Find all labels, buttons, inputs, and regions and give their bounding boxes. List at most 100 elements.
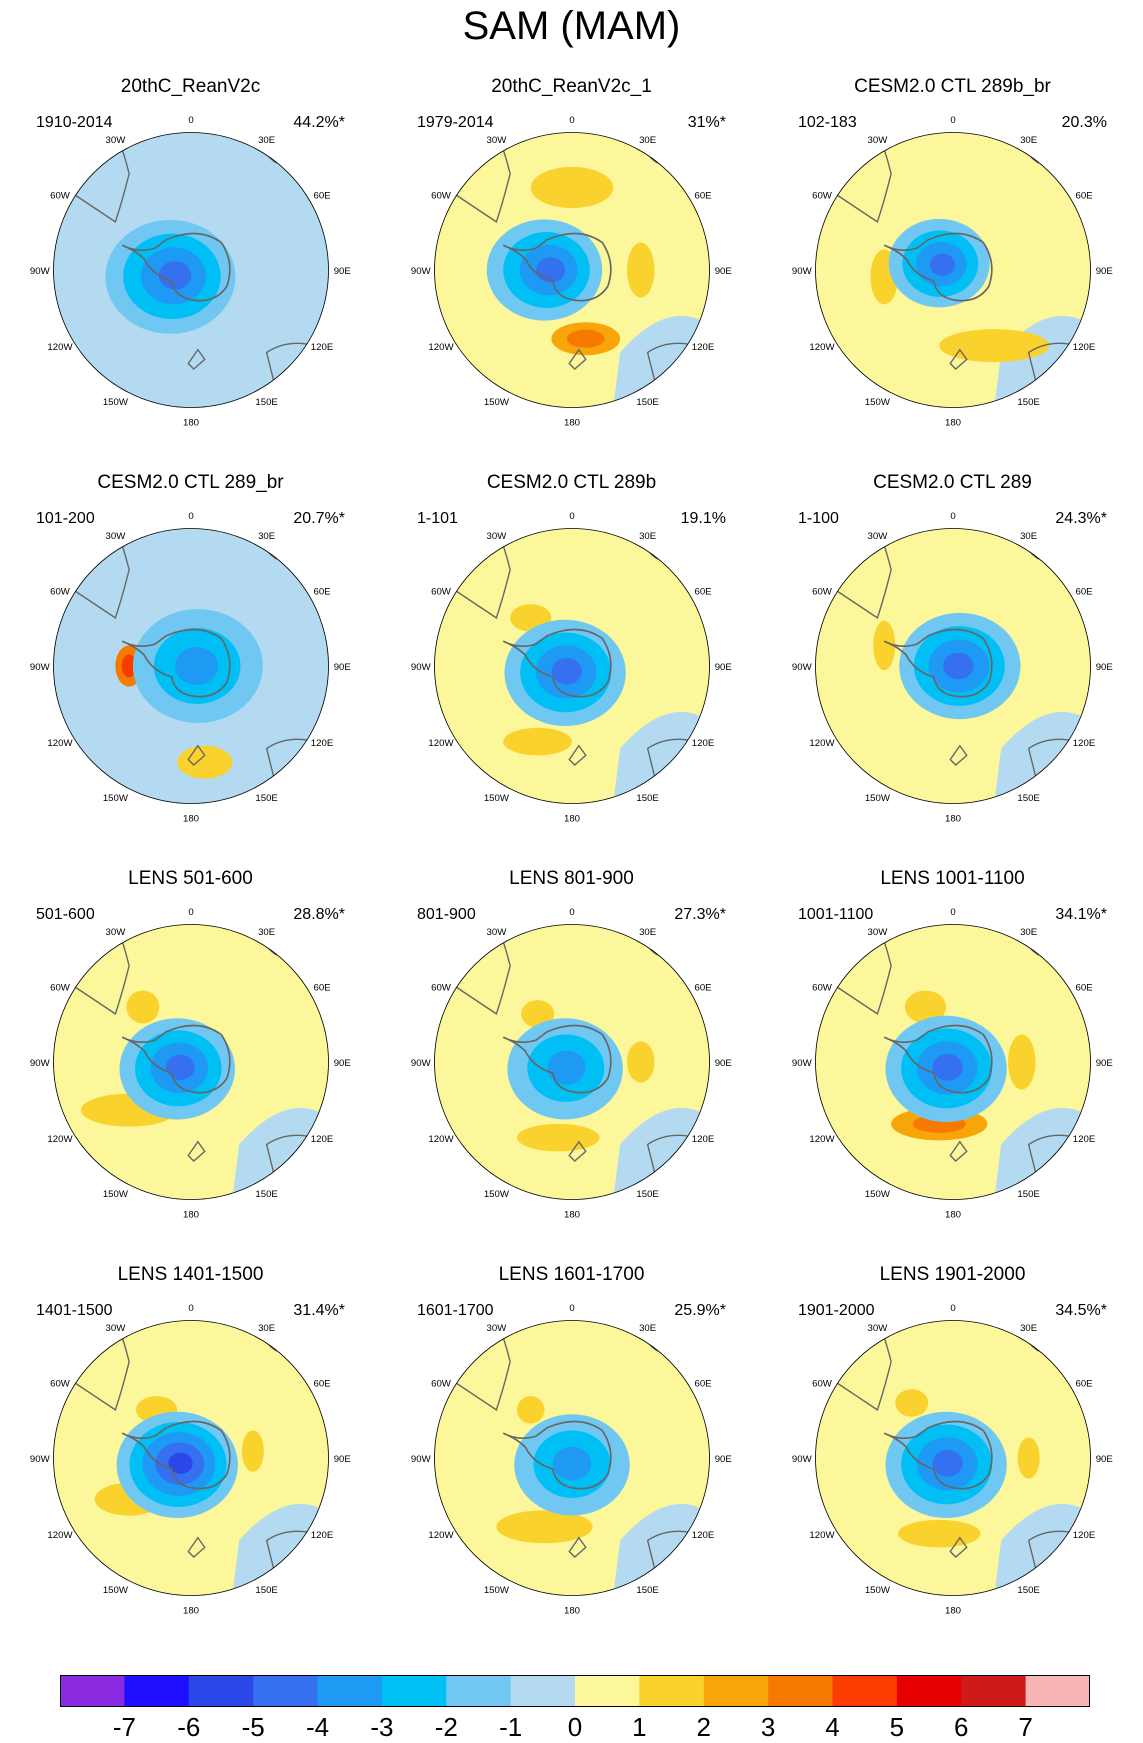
colorbar-tick-label: 1 [632, 1712, 647, 1742]
longitude-label: 90E [334, 662, 351, 673]
longitude-label: 30W [486, 1323, 507, 1334]
longitude-label: 60W [812, 587, 833, 598]
longitude-label: 150E [636, 793, 658, 804]
positive-anomaly-blob [496, 1510, 593, 1544]
longitude-label: 120W [47, 1530, 73, 1541]
figure-title: SAM (MAM) [462, 4, 681, 48]
polar-map: 0 30E 60E 90E 120E 150E 180 150W 120W 90W 60W 30W [411, 907, 732, 1221]
panel-period: 1401-1500 [36, 1302, 113, 1319]
longitude-label: 60W [50, 191, 71, 202]
longitude-label: 60E [313, 1379, 330, 1390]
longitude-label: 0 [950, 907, 955, 918]
new-zealand-coastline [187, 1536, 206, 1558]
longitude-label: 180 [945, 1209, 961, 1220]
panel-period: 1001-1100 [798, 906, 874, 923]
longitude-label: 60E [1075, 983, 1092, 994]
longitude-label: 0 [188, 1303, 193, 1314]
longitude-label: 90E [334, 1454, 351, 1465]
longitude-label: 150W [484, 397, 510, 408]
antarctica-coastline [502, 1024, 612, 1094]
longitude-label: 150W [103, 1189, 129, 1200]
longitude-label: 90W [411, 1454, 432, 1465]
panel-period: 1-101 [417, 510, 458, 527]
longitude-label: 30W [105, 135, 126, 146]
longitude-label: 180 [564, 1605, 580, 1616]
longitude-label: 30E [1020, 927, 1037, 938]
longitude-label: 60E [313, 983, 330, 994]
polar-map: 0 30E 60E 90E 120E 150E 180 150W 120W 90W 60W 30W [792, 115, 1113, 428]
longitude-label: 60E [313, 191, 330, 202]
longitude-label: 90W [30, 662, 51, 673]
longitude-label: 150W [865, 1585, 891, 1596]
positive-anomaly-blob [521, 1000, 555, 1028]
map-panel: CESM2.0 CTL 289b 1-101 19.1% 0 30E 60E 90E 120E… [381, 396, 762, 824]
longitude-label: 90W [792, 662, 813, 673]
colorbar-bin [60, 1675, 125, 1707]
polar-map: 0 30E 60E 90E 120E 150E 180 150W 120W 90W 60W 30W [30, 1303, 351, 1617]
antarctica-coastline [121, 1420, 231, 1490]
longitude-label: 30W [486, 135, 507, 146]
longitude-label: 120E [692, 342, 714, 353]
map-panel: LENS 501-600 501-600 28.8%* 0 30E 60E 90E 120E 1… [0, 792, 381, 1220]
panel-title: LENS 801-900 [509, 868, 634, 889]
longitude-label: 150E [636, 1189, 658, 1200]
longitude-label: 60W [50, 983, 71, 994]
map-panel: LENS 1001-1100 1001-1100 34.1%* 0 30E 60E 90E 1… [762, 792, 1143, 1220]
colorbar-tick-label: 0 [567, 1712, 583, 1742]
longitude-label: 60W [431, 191, 452, 202]
longitude-label: 150W [103, 1585, 129, 1596]
polar-map: 0 30E 60E 90E 120E 150E 180 150W 120W 90W 60W 30W [411, 511, 732, 825]
longitude-label: 150W [865, 397, 891, 408]
new-zealand-coastline [949, 1140, 968, 1162]
longitude-label: 30E [258, 1323, 275, 1334]
positive-anomaly-blob [898, 1519, 981, 1548]
longitude-label: 60E [1075, 191, 1092, 202]
longitude-label: 180 [183, 1209, 199, 1220]
map-panel: LENS 801-900 801-900 27.3%* 0 30E 60E 90E 120E 1… [381, 792, 762, 1220]
longitude-label: 60E [313, 587, 330, 598]
antarctica-coastline [121, 232, 231, 302]
longitude-label: 60W [431, 983, 452, 994]
longitude-label: 150W [103, 793, 129, 804]
positive-anomaly-blob [241, 1430, 264, 1472]
longitude-label: 0 [188, 115, 193, 126]
positive-anomaly-blob [1008, 1034, 1036, 1090]
longitude-label: 150E [255, 1189, 277, 1200]
positive-anomaly-blob [503, 727, 572, 756]
colorbar-tick-label: -6 [177, 1712, 201, 1742]
antarctica-coastline [121, 628, 231, 698]
panel-title: 20thC_ReanV2c [120, 76, 261, 97]
longitude-label: 180 [945, 813, 961, 824]
longitude-label: 180 [183, 417, 199, 428]
longitude-label: 90E [1096, 266, 1113, 277]
longitude-label: 0 [950, 1303, 955, 1314]
map-boundary [815, 1320, 1091, 1596]
longitude-label: 150E [636, 397, 658, 408]
longitude-label: 90W [411, 1058, 432, 1069]
longitude-label: 150W [484, 793, 510, 804]
panel-variance: 28.8%* [293, 906, 345, 923]
longitude-label: 150E [255, 1585, 277, 1596]
panel-title: CESM2.0 CTL 289_br [97, 472, 284, 493]
longitude-label: 30W [105, 927, 126, 938]
antarctica-coastline [883, 232, 993, 302]
new-zealand-coastline [187, 348, 206, 370]
longitude-label: 60W [50, 1379, 71, 1390]
positive-anomaly-blob [627, 1041, 655, 1083]
longitude-label: 180 [183, 1605, 199, 1616]
colorbar-bin [1025, 1675, 1090, 1707]
longitude-label: 120W [428, 1134, 454, 1145]
antarctica-coastline [883, 1024, 993, 1094]
positive-anomaly-blob [873, 620, 896, 671]
longitude-label: 0 [569, 511, 574, 522]
colorbar-tick-label: 7 [1018, 1712, 1033, 1742]
longitude-label: 0 [188, 907, 193, 918]
longitude-label: 150E [1017, 793, 1039, 804]
colorbar-bin [381, 1675, 447, 1707]
longitude-label: 60E [1075, 1379, 1092, 1390]
antarctica-coastline [121, 1024, 231, 1094]
longitude-label: 90E [1096, 1058, 1113, 1069]
